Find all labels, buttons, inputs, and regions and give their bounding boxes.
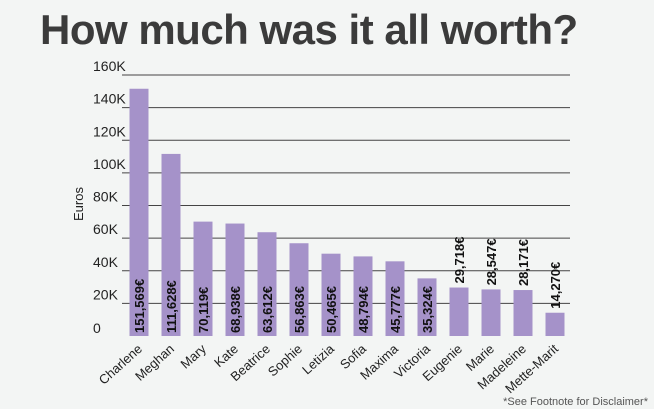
bar-maxima	[385, 261, 405, 336]
category-label: Mary	[178, 341, 210, 372]
y-tick-label: 40K	[93, 254, 119, 270]
bar-marie	[481, 289, 501, 336]
bar-victoria	[417, 278, 437, 336]
footnote: *See Footnote for Disclaimer*	[503, 396, 648, 408]
value-label: 50,465€	[324, 286, 339, 333]
y-axis-label: Euros	[71, 187, 86, 221]
bar-kate	[225, 223, 245, 336]
bar-sofia	[353, 256, 373, 336]
bar-sophie	[289, 243, 309, 336]
value-label: 28,547€	[484, 238, 499, 285]
y-tick-label: 80K	[93, 189, 119, 205]
y-tick-labels: 0 20K 40K 60K 80K 100K 120K 140K 160K	[93, 58, 126, 336]
y-tick-label: 160K	[93, 58, 126, 74]
grid-layer	[122, 74, 570, 304]
bar-meghan	[161, 153, 181, 336]
value-labels: 151,569€ 111,628€ 70,119€ 68,938€ 63,612€ 56,…	[132, 237, 563, 333]
value-label: 70,119€	[196, 287, 211, 333]
chart-title: How much was it all worth?	[40, 6, 578, 53]
y-tick-label: 20K	[93, 286, 119, 302]
value-label: 29,718€	[452, 237, 467, 284]
value-label: 48,794€	[356, 286, 371, 333]
category-label: Letizia	[299, 341, 338, 378]
value-label: 14,270€	[548, 262, 563, 309]
value-label: 56,863€	[292, 286, 307, 333]
bars	[129, 88, 565, 336]
bar-letizia	[321, 253, 341, 336]
bar-mary	[193, 221, 213, 336]
category-label: Sophie	[265, 341, 305, 379]
y-tick-label: 60K	[93, 221, 119, 237]
y-tick-label: 100K	[93, 156, 126, 172]
y-tick-label: 140K	[93, 91, 126, 107]
bar-mette-marit	[545, 312, 565, 336]
bar-madeleine	[513, 290, 533, 336]
bar-eugenie	[449, 287, 469, 336]
category-label: Charlene	[96, 341, 145, 387]
value-label: 45,777€	[388, 286, 403, 333]
value-label: 151,569€	[132, 279, 147, 333]
y-tick-label: 120K	[93, 123, 126, 139]
value-label: 28,171€	[516, 239, 531, 286]
bar-charlene	[129, 88, 149, 336]
value-label: 63,612€	[260, 286, 275, 333]
value-label: 111,628€	[164, 280, 179, 333]
y-tick-label: 0	[93, 320, 101, 336]
value-label: 35,324€	[420, 286, 435, 333]
value-label: 68,938€	[228, 286, 243, 333]
bar-beatrice	[257, 232, 277, 336]
